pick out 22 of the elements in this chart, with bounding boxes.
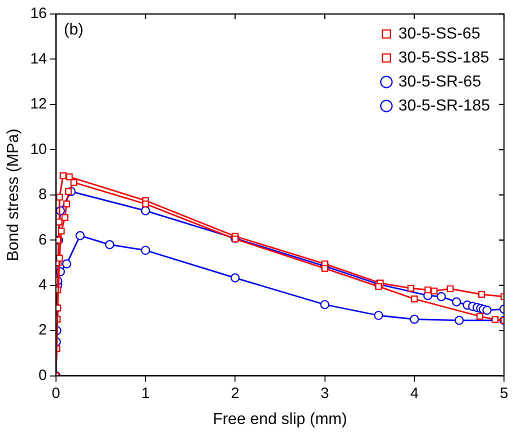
y-tick-label: 12 xyxy=(30,96,47,113)
x-tick-label: 1 xyxy=(141,384,150,402)
legend-label: 30-5-SR-65 xyxy=(398,73,482,90)
y-tick-label: 0 xyxy=(38,366,47,384)
y-tick-label: 8 xyxy=(38,186,47,204)
y-tick-label: 16 xyxy=(30,5,47,22)
x-tick-label: 0 xyxy=(52,384,60,402)
x-tick-label: 2 xyxy=(230,384,240,402)
x-tick-label: 3 xyxy=(320,384,329,402)
y-tick-label: 10 xyxy=(30,140,47,158)
y-tick-label: 4 xyxy=(38,276,47,294)
y-tick-label: 2 xyxy=(38,322,47,339)
y-axis-title: Bond stress (MPa) xyxy=(5,128,22,262)
y-tick-label: 14 xyxy=(30,50,47,68)
x-tick-label: 4 xyxy=(410,384,419,402)
y-tick-label: 6 xyxy=(38,231,47,248)
legend-label: 30-5-SR-185 xyxy=(398,97,490,114)
x-tick-label: 5 xyxy=(500,384,508,402)
x-axis-title: Free end slip (mm) xyxy=(212,410,348,428)
annotation: (b) xyxy=(64,21,84,38)
legend-label: 30-5-SS-65 xyxy=(398,25,480,42)
legend-label: 30-5-SS-185 xyxy=(398,49,490,66)
